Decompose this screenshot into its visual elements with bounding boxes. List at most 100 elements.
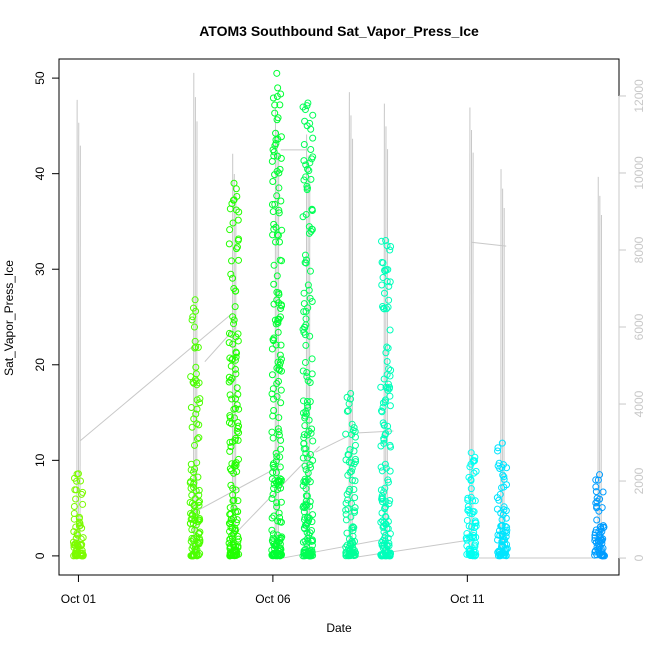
data-point [309, 437, 317, 445]
data-point [270, 407, 278, 415]
data-point [308, 370, 316, 378]
data-point [275, 509, 283, 517]
data-point [380, 439, 388, 447]
data-point [384, 478, 392, 486]
data-point [386, 372, 394, 380]
data-point [192, 377, 200, 385]
data-point [230, 469, 238, 477]
data-point [192, 343, 200, 351]
data-point [347, 467, 355, 475]
data-point [270, 280, 278, 288]
data-point [385, 539, 393, 547]
data-point [306, 398, 314, 406]
data-point [195, 491, 203, 499]
data-point [75, 518, 83, 526]
y-tick-label: 20 [33, 358, 47, 372]
plot-frame [58, 58, 620, 576]
data-point [228, 257, 236, 265]
data-point [275, 169, 283, 177]
data-point [235, 405, 243, 413]
data-point [308, 355, 316, 363]
data-point-max [467, 449, 475, 457]
data-point [192, 410, 200, 418]
data-point [386, 530, 394, 538]
data-point [299, 482, 307, 490]
data-point [195, 540, 203, 548]
data-point [70, 509, 78, 517]
data-point [272, 139, 280, 147]
data-point [306, 478, 314, 486]
data-point [225, 419, 233, 427]
data-point [494, 536, 502, 544]
series-11.1 [462, 449, 480, 560]
series-6.1 [268, 69, 286, 560]
series-1 [69, 470, 87, 560]
data-point [300, 478, 308, 486]
data-point [277, 445, 285, 453]
data-point [307, 429, 315, 437]
y-tick-label: 40 [33, 167, 47, 181]
data-point [273, 453, 281, 461]
data-point [188, 526, 196, 534]
data-point [308, 425, 316, 433]
data-point [273, 272, 281, 280]
data-point [273, 152, 281, 160]
data-point [271, 200, 279, 208]
series-14.4 [591, 471, 609, 560]
data-point [231, 303, 239, 311]
data-point [271, 109, 279, 117]
y-tick-label: 30 [33, 262, 47, 276]
data-point [228, 375, 236, 383]
data-point [300, 328, 308, 336]
data-point [270, 484, 278, 492]
data-point [189, 378, 197, 386]
data-point [268, 201, 276, 209]
data-point [229, 484, 237, 492]
data-point [378, 408, 386, 416]
data-point [229, 355, 237, 363]
data-point [500, 503, 508, 511]
data-point [234, 390, 242, 398]
data-point [499, 537, 507, 545]
data-point [493, 494, 501, 502]
data-point [302, 315, 310, 323]
data-point [501, 551, 509, 559]
data-point [378, 541, 386, 549]
data-point [270, 225, 278, 233]
data-point [191, 441, 199, 449]
data-point [277, 399, 285, 407]
data-point [273, 552, 281, 560]
data-point [380, 289, 388, 297]
data-point [502, 514, 510, 522]
data-point [186, 498, 194, 506]
y2-tick-label: 8000 [632, 236, 646, 263]
data-point [268, 157, 276, 165]
data-point [300, 157, 308, 165]
data-point [494, 447, 502, 455]
data-point [227, 330, 235, 338]
y2-tick-label: 4000 [632, 390, 646, 417]
data-point [343, 393, 351, 401]
data-point [462, 534, 470, 542]
data-point [351, 441, 359, 449]
y2-tick-label: 2000 [632, 467, 646, 494]
data-point [232, 287, 240, 295]
data-point [304, 454, 312, 462]
data-point [598, 539, 606, 547]
data-point [305, 416, 313, 424]
data-point [304, 165, 312, 173]
data-point [194, 516, 202, 524]
data-point [225, 539, 233, 547]
data-point [271, 101, 279, 109]
data-point [304, 281, 312, 289]
data-point [300, 141, 308, 149]
data-point [79, 534, 87, 542]
data-point [268, 526, 276, 534]
data-point [276, 351, 284, 359]
data-point [346, 542, 354, 550]
data-point [301, 323, 309, 331]
data-point [299, 367, 307, 375]
data-point [386, 246, 394, 254]
data-point-max [304, 99, 312, 107]
data-point [302, 259, 310, 267]
